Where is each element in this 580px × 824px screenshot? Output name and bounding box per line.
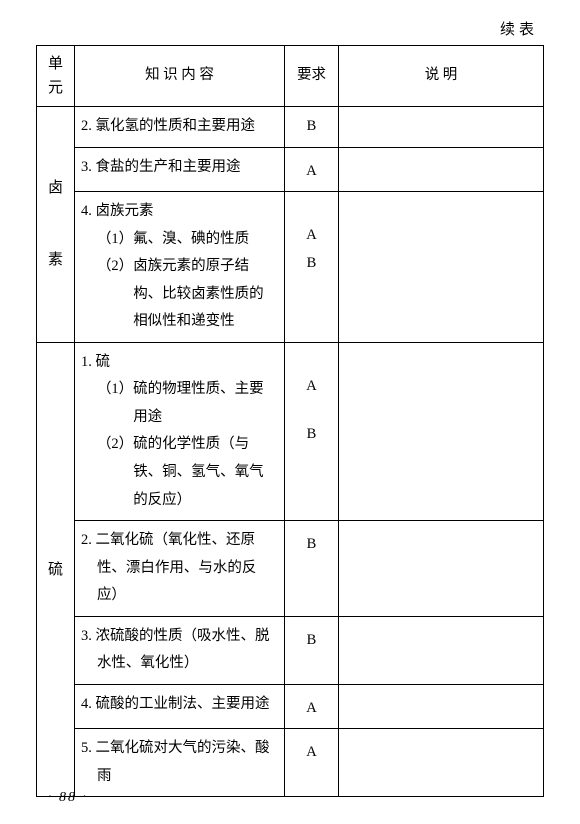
req-cell: A B — [285, 192, 339, 343]
table-header-row: 单元 知 识 内 容 要求 说 明 — [37, 46, 544, 107]
table-row: 4. 硫酸的工业制法、主要用途 A — [37, 684, 544, 729]
syllabus-table: 单元 知 识 内 容 要求 说 明 卤 素 2. 氯化氢的性质和主要用途 B 3… — [36, 45, 544, 797]
header-desc: 说 明 — [339, 46, 544, 107]
content-cell: 5. 二氧化硫对大气的污染、酸雨 — [75, 729, 285, 797]
desc-cell — [339, 684, 544, 729]
desc-cell — [339, 147, 544, 192]
header-req: 要求 — [285, 46, 339, 107]
desc-cell — [339, 521, 544, 617]
desc-cell — [339, 616, 544, 684]
content-cell: 1. 硫 （1）硫的物理性质、主要用途 （2）硫的化学性质（与铁、铜、氢气、氧气… — [75, 342, 285, 520]
table-row: 硫 1. 硫 （1）硫的物理性质、主要用途 （2）硫的化学性质（与铁、铜、氢气、… — [37, 342, 544, 520]
header-content: 知 识 内 容 — [75, 46, 285, 107]
page-number: · 88 · — [48, 790, 88, 806]
desc-cell — [339, 192, 544, 343]
req-cell: A — [285, 684, 339, 729]
table-row: 5. 二氧化硫对大气的污染、酸雨 A — [37, 729, 544, 797]
desc-cell — [339, 729, 544, 797]
content-cell: 4. 卤族元素 （1）氟、溴、碘的性质 （2）卤族元素的原子结构、比较卤素性质的… — [75, 192, 285, 343]
table-row: 卤 素 2. 氯化氢的性质和主要用途 B — [37, 107, 544, 148]
unit-cell-halogens: 卤 素 — [37, 107, 75, 343]
desc-cell — [339, 107, 544, 148]
continuation-label: 续表 — [36, 18, 538, 39]
content-cell: 3. 食盐的生产和主要用途 — [75, 147, 285, 192]
desc-cell — [339, 342, 544, 520]
table-row: 2. 二氧化硫（氧化性、还原性、漂白作用、与水的反应） B — [37, 521, 544, 617]
header-unit: 单元 — [37, 46, 75, 107]
unit-cell-sulfur: 硫 — [37, 342, 75, 797]
content-cell: 2. 氯化氢的性质和主要用途 — [75, 107, 285, 148]
req-cell: B — [285, 107, 339, 148]
content-cell: 4. 硫酸的工业制法、主要用途 — [75, 684, 285, 729]
table-row: 3. 浓硫酸的性质（吸水性、脱水性、氧化性） B — [37, 616, 544, 684]
table-row: 4. 卤族元素 （1）氟、溴、碘的性质 （2）卤族元素的原子结构、比较卤素性质的… — [37, 192, 544, 343]
req-cell: A — [285, 147, 339, 192]
req-cell: A — [285, 729, 339, 797]
req-cell: B — [285, 616, 339, 684]
table-row: 3. 食盐的生产和主要用途 A — [37, 147, 544, 192]
content-cell: 2. 二氧化硫（氧化性、还原性、漂白作用、与水的反应） — [75, 521, 285, 617]
req-cell: A B — [285, 342, 339, 520]
req-cell: B — [285, 521, 339, 617]
content-cell: 3. 浓硫酸的性质（吸水性、脱水性、氧化性） — [75, 616, 285, 684]
